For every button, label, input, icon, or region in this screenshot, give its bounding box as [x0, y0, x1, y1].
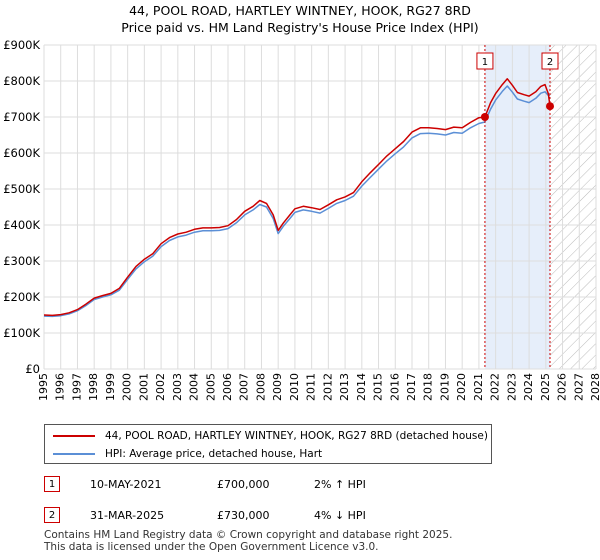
y-tick-label: £200K: [3, 290, 40, 304]
legend: 44, POOL ROAD, HARTLEY WINTNEY, HOOK, RG…: [44, 424, 492, 464]
x-tick-label: 2001: [137, 373, 150, 401]
x-tick-label: 2023: [505, 373, 518, 401]
transaction-price: £700,000: [217, 477, 270, 491]
x-tick-label: 1998: [87, 373, 100, 401]
x-tick-label: 2020: [455, 373, 468, 401]
x-tick-label: 1996: [54, 373, 67, 401]
transaction-row: 1 10-MAY-2021 £700,000 2% ↑ HPI: [44, 474, 564, 494]
future-hatched-area: [550, 45, 596, 369]
chart-subtitle: Price paid vs. HM Land Registry's House …: [121, 20, 479, 35]
transaction-row: 2 31-MAR-2025 £730,000 4% ↓ HPI: [44, 505, 564, 525]
x-tick-label: 2016: [388, 373, 401, 401]
x-tick-label: 2026: [556, 373, 569, 401]
footer-licence: This data is licensed under the Open Gov…: [44, 541, 379, 553]
x-tick-label: 2013: [338, 373, 351, 401]
footer: Contains HM Land Registry data © Crown c…: [44, 529, 452, 553]
x-tick-label: 2025: [539, 373, 552, 401]
transaction-price: £730,000: [217, 508, 270, 522]
x-tick-label: 2022: [489, 373, 502, 401]
transaction-badge: 2: [44, 507, 60, 523]
marker-label: 2: [547, 57, 553, 68]
y-tick-label: £700K: [3, 110, 40, 124]
series-line-hpi: [44, 85, 550, 318]
x-tick-label: 2011: [305, 373, 318, 401]
y-tick-label: £900K: [3, 38, 40, 52]
x-tick-label: 2004: [188, 373, 201, 401]
legend-swatch-property: [53, 435, 95, 437]
chart-title: 44, POOL ROAD, HARTLEY WINTNEY, HOOK, RG…: [129, 3, 471, 18]
x-tick-label: 2002: [154, 373, 167, 401]
marker-label: 1: [482, 57, 488, 68]
y-tick-label: £500K: [3, 182, 40, 196]
x-tick-label: 2009: [271, 373, 284, 401]
x-tick-label: 2028: [589, 373, 600, 401]
x-tick-label: 2021: [472, 373, 485, 401]
y-tick-label: £100K: [3, 326, 40, 340]
x-tick-label: 2005: [204, 373, 217, 401]
y-tick-label: £600K: [3, 146, 40, 160]
transaction-hpi-diff: 4% ↓ HPI: [314, 508, 366, 522]
transaction-hpi-diff: 2% ↑ HPI: [314, 477, 366, 491]
x-tick-label: 2027: [572, 373, 585, 401]
transaction-date: 10-MAY-2021: [90, 477, 162, 491]
x-tick-label: 2000: [121, 373, 134, 401]
sale-point: [480, 113, 489, 121]
x-tick-label: 2010: [288, 373, 301, 401]
x-tick-label: 2008: [254, 373, 267, 401]
x-tick-label: 1999: [104, 373, 117, 401]
sale-point: [546, 102, 554, 111]
y-tick-label: £400K: [3, 218, 40, 232]
price-chart: £0 £100K £200K £300K £400K £500K £600K £700K £80…: [3, 38, 600, 401]
x-tick-label: 2003: [171, 373, 184, 401]
transaction-date: 31-MAR-2025: [90, 508, 165, 522]
footer-copyright: Contains HM Land Registry data © Crown c…: [44, 529, 453, 541]
y-tick-label: £0: [25, 362, 40, 376]
x-tick-label: 2014: [355, 373, 368, 401]
x-tick-label: 2019: [438, 373, 451, 401]
marker-box: [476, 52, 494, 70]
x-tick-label: 1995: [37, 373, 50, 401]
series-line-property: [44, 78, 551, 317]
legend-label-property: 44, POOL ROAD, HARTLEY WINTNEY, HOOK, RG…: [105, 430, 488, 442]
x-tick-label: 1997: [70, 373, 83, 401]
x-tick-label: 2012: [321, 373, 334, 401]
marker-box: [541, 52, 559, 70]
x-tick-label: 2018: [422, 373, 435, 401]
legend-item-property: 44, POOL ROAD, HARTLEY WINTNEY, HOOK, RG…: [53, 428, 488, 444]
x-tick-label: 2024: [522, 373, 535, 401]
x-tick-label: 2006: [221, 373, 234, 401]
legend-label-hpi: HPI: Average price, detached house, Hart: [105, 448, 323, 460]
x-tick-label: 2017: [405, 373, 418, 401]
y-tick-label: £800K: [3, 74, 40, 88]
legend-item-hpi: HPI: Average price, detached house, Hart: [53, 446, 322, 462]
legend-swatch-hpi: [53, 453, 95, 455]
x-tick-label: 2015: [372, 373, 385, 401]
x-tick-label: 2007: [238, 373, 251, 401]
y-tick-label: £300K: [3, 254, 40, 268]
transaction-badge: 1: [44, 476, 60, 492]
